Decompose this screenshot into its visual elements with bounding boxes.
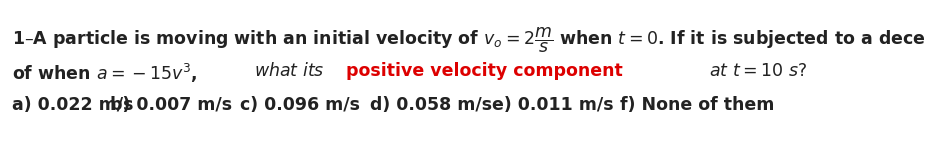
Text: of when $a = -15v^3$,: of when $a = -15v^3$, xyxy=(12,62,200,85)
Text: d) 0.058 m/s: d) 0.058 m/s xyxy=(370,96,492,114)
Text: $\mathit{what\ its}$: $\mathit{what\ its}$ xyxy=(254,62,325,80)
Text: e) 0.011 m/s: e) 0.011 m/s xyxy=(492,96,613,114)
Text: positive velocity component: positive velocity component xyxy=(346,62,623,80)
Text: c) 0.096 m/s: c) 0.096 m/s xyxy=(240,96,360,114)
Text: b) 0.007 m/s: b) 0.007 m/s xyxy=(110,96,232,114)
Text: 1–A particle is moving with an initial velocity of $v_o = 2\dfrac{m}{s}$ when $t: 1–A particle is moving with an initial v… xyxy=(12,26,925,55)
Text: f) None of them: f) None of them xyxy=(620,96,774,114)
Text: $\mathit{at}$ $t = 10\ s?$: $\mathit{at}$ $t = 10\ s?$ xyxy=(703,62,808,80)
Text: a) 0.022 m/s: a) 0.022 m/s xyxy=(12,96,133,114)
